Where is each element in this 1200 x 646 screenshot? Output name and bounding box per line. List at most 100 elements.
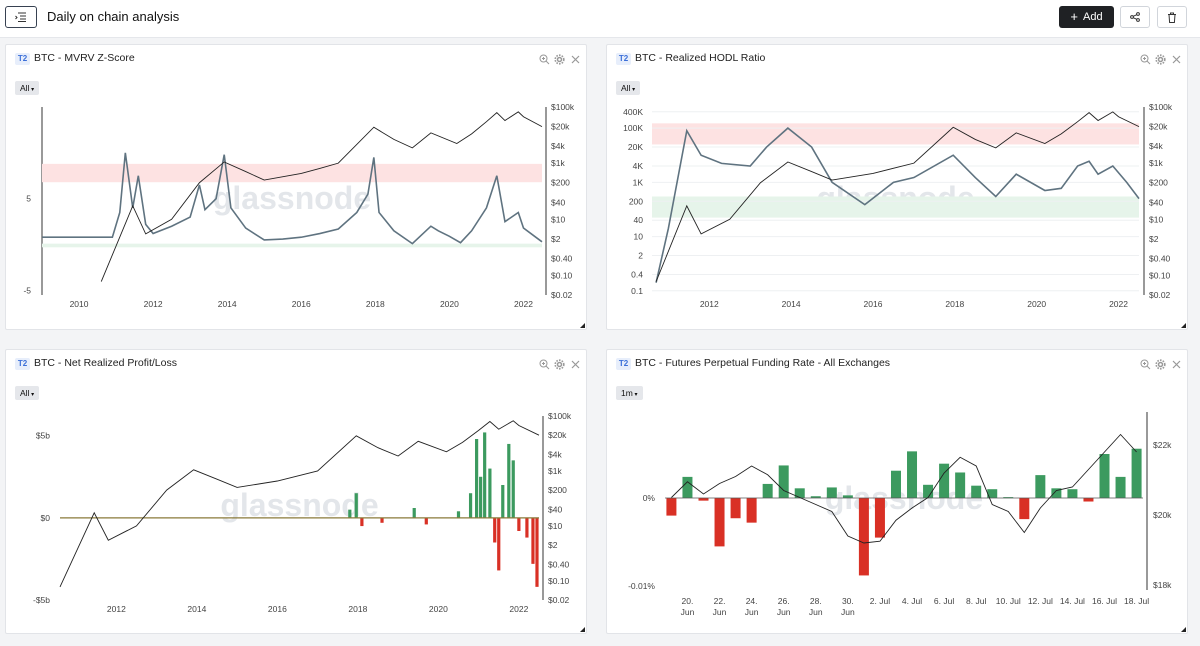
close-button[interactable]	[1171, 357, 1183, 369]
funding-rate-bar	[858, 498, 869, 576]
funding-rate-bar	[955, 472, 966, 498]
x-tick-2014: 2014	[187, 604, 206, 614]
close-icon	[1172, 360, 1181, 369]
funding-rate-bar	[1067, 489, 1078, 498]
y-left-tick-40: 40	[634, 215, 644, 225]
x-tick-26-jun: 26. Jun	[777, 596, 791, 617]
close-button[interactable]	[570, 357, 582, 369]
x-tick-2022: 2022	[509, 604, 528, 614]
x-tick-24-jun: 24. Jun	[745, 596, 759, 617]
panel-mvrv-z-score: T2 BTC - MVRV Z-Score All ▾ glassnode $100k $…	[5, 44, 587, 330]
panel-header: T2 BTC - Realized HODL Ratio	[607, 45, 1187, 71]
x-tick-2020: 2020	[429, 604, 448, 614]
zoom-button[interactable]	[539, 357, 551, 370]
x-tick-16-jul: 16. Jul	[1092, 596, 1117, 606]
funding-rate-bar	[666, 498, 677, 516]
close-icon	[1172, 55, 1181, 64]
funding-rate-bar	[698, 498, 709, 501]
funding-rate-bar	[810, 496, 821, 498]
y-right-tick-0-10: $0.10	[1149, 270, 1171, 280]
x-tick-2016: 2016	[292, 299, 311, 309]
close-button[interactable]	[570, 52, 582, 64]
chart-title: BTC - Futures Perpetual Funding Rate - A…	[635, 357, 891, 369]
price-series-line	[671, 433, 1137, 544]
watermark: glassnode	[220, 487, 378, 523]
menu-button[interactable]	[5, 6, 37, 28]
range-selector[interactable]: All ▾	[616, 81, 641, 95]
y-left-tick-400k: 400K	[623, 107, 643, 117]
panel-net-realized-profit-loss: T2 BTC - Net Realized Profit/Loss All ▾ gla…	[5, 349, 587, 634]
nrpl-bar	[380, 517, 384, 523]
y-right-tick-4k: $4k	[551, 141, 565, 151]
share-button[interactable]	[1120, 6, 1150, 28]
funding-rate-bar	[794, 488, 805, 498]
funding-rate-bar	[907, 451, 918, 498]
range-selector[interactable]: 1m ▾	[616, 386, 643, 400]
y-left-tick-1k: 1K	[633, 177, 644, 187]
range-selector[interactable]: All ▾	[15, 81, 40, 95]
chart-title: BTC - MVRV Z-Score	[34, 52, 135, 64]
delete-button[interactable]	[1157, 6, 1187, 28]
add-button-label: Add	[1083, 11, 1103, 23]
x-tick-2-jul: 2. Jul	[870, 596, 890, 606]
x-tick-2022: 2022	[1109, 299, 1128, 309]
funding-rate-bar	[1115, 476, 1126, 498]
y-right-tick-100k: $100k	[1149, 102, 1173, 112]
funding-rate-bar	[1035, 475, 1046, 498]
y-right-tick-4k: $4k	[1149, 141, 1163, 151]
y-right-tick-2: $2	[548, 540, 558, 550]
x-tick-2018: 2018	[348, 604, 367, 614]
nrpl-bar	[535, 517, 539, 587]
zoom-icon	[1140, 359, 1151, 370]
funding-rate-bar	[1131, 448, 1142, 498]
range-selector[interactable]: All ▾	[15, 386, 40, 400]
settings-button[interactable]	[1155, 52, 1167, 65]
zoom-button[interactable]	[1140, 52, 1152, 65]
zoom-button[interactable]	[1140, 357, 1152, 370]
funding-rate-bar	[1083, 498, 1094, 502]
resize-handle-icon[interactable]	[580, 323, 585, 328]
y-right-tick-0-02: $0.02	[548, 595, 570, 605]
y-right-tick-40: $40	[1149, 197, 1163, 207]
y-right-tick-10: $10	[548, 521, 562, 531]
nrpl-bar	[479, 476, 483, 518]
share-icon	[1130, 12, 1140, 22]
y-left-tick-5: -5	[23, 285, 31, 295]
x-tick-2014: 2014	[218, 299, 237, 309]
y-right-tick-200: $200	[1149, 178, 1168, 188]
nrpl-bar	[483, 432, 487, 518]
chevron-down-icon: ▾	[630, 87, 636, 93]
close-icon	[571, 360, 580, 369]
funding-rate-bar	[1019, 498, 1030, 520]
x-tick-18-jul: 18. Jul	[1124, 596, 1149, 606]
resize-handle-icon[interactable]	[1181, 323, 1186, 328]
y-right-tick-0-40: $0.40	[551, 253, 573, 263]
x-tick-10-jul: 10. Jul	[996, 596, 1021, 606]
settings-button[interactable]	[1155, 357, 1167, 370]
overvalued-band	[42, 163, 542, 183]
y-left-tick-0-1: 0.1	[631, 286, 643, 296]
range-label: 1m	[621, 388, 633, 398]
add-button[interactable]: + Add	[1059, 6, 1114, 28]
nrpl-bar	[468, 493, 473, 518]
funding-rate-bar	[923, 484, 934, 498]
gear-icon	[1155, 54, 1166, 65]
x-tick-4-jul: 4. Jul	[902, 596, 922, 606]
close-button[interactable]	[1171, 52, 1183, 64]
resize-handle-icon[interactable]	[580, 627, 585, 632]
x-tick-2012: 2012	[107, 604, 126, 614]
y-right-tick-18k: $18k	[1153, 580, 1172, 590]
zoom-button[interactable]	[539, 52, 551, 65]
x-tick-2022: 2022	[514, 299, 533, 309]
chart-svg: glassnode $100k $20k $4k $1k $200 $40 $10 $2 $0.4…	[33, 411, 572, 614]
y-right-tick-2: $2	[1149, 234, 1159, 244]
settings-button[interactable]	[554, 357, 566, 370]
funding-rate-bar	[1051, 488, 1062, 498]
zoom-icon	[1140, 54, 1151, 65]
nrpl-bar	[424, 517, 428, 525]
resize-handle-icon[interactable]	[1181, 627, 1186, 632]
undervalued-band	[652, 196, 1139, 218]
settings-button[interactable]	[554, 52, 566, 65]
y-right-tick-0-02: $0.02	[1149, 290, 1171, 300]
